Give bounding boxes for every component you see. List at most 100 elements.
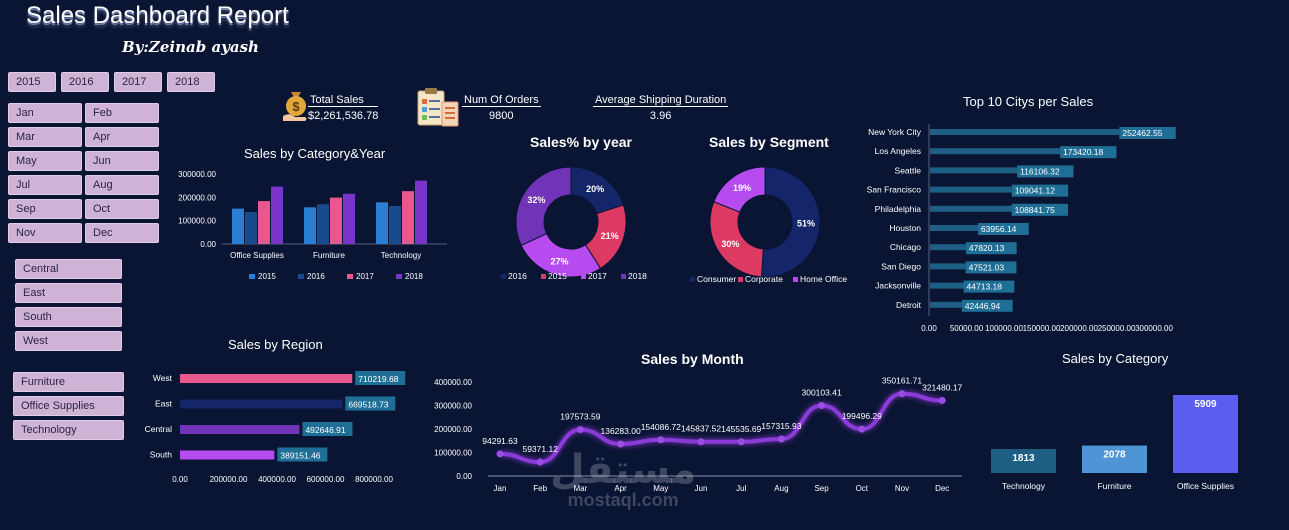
data-label: 21% <box>601 231 619 241</box>
data-label: 116106.32 <box>1020 166 1060 176</box>
x-tick-label: Jan <box>494 484 507 493</box>
month-slicer-nov[interactable]: Nov <box>8 223 82 243</box>
y-tick-label: New York City <box>868 127 922 137</box>
x-tick-label: 200000.00 <box>1060 324 1098 333</box>
y-tick-label: Seattle <box>895 165 922 175</box>
data-label: 27% <box>551 256 569 266</box>
bar-office-supplies-2015 <box>232 208 244 244</box>
data-label: 2078 <box>1103 450 1126 461</box>
y-tick-label: 300000.00 <box>434 402 472 411</box>
watermark-latin: mostaql.com <box>567 490 679 510</box>
month-slicer-jul[interactable]: Jul <box>8 175 82 195</box>
bar-city <box>930 148 1061 155</box>
bar-city <box>930 129 1120 135</box>
bar-technology-2018 <box>415 180 427 244</box>
y-tick-label: 200000.00 <box>434 425 472 434</box>
kpi-num-orders: Num Of Orders 9800 <box>462 94 541 122</box>
bar-city <box>930 167 1018 174</box>
region-slicer-south[interactable]: South <box>15 307 122 327</box>
bar-city <box>930 301 962 308</box>
month-slicer-aug[interactable]: Aug <box>85 175 159 195</box>
data-label: 30% <box>721 239 739 249</box>
legend-label-2016: 2016 <box>307 272 325 281</box>
slice-consumer <box>761 166 821 278</box>
month-slicer-jun[interactable]: Jun <box>85 151 159 171</box>
bar-office-supplies-2016 <box>245 211 257 244</box>
month-slicer-sep[interactable]: Sep <box>8 199 82 219</box>
month-slicer-may[interactable]: May <box>8 151 82 171</box>
year-slicer-2017[interactable]: 2017 <box>114 72 162 92</box>
data-label: 94291.63 <box>482 436 518 446</box>
bar-furniture-2015 <box>304 207 316 244</box>
y-tick-label: Philadelphia <box>875 204 922 214</box>
bar-category-technology <box>991 449 1056 473</box>
bar-city <box>930 205 1012 212</box>
data-label: 32% <box>527 195 545 205</box>
x-tick-label: Mar <box>574 484 588 493</box>
category-slicer-technology[interactable]: Technology <box>13 420 124 440</box>
month-slicer-mar[interactable]: Mar <box>8 127 82 147</box>
legend-label-consumer: Consumer <box>697 274 736 284</box>
data-label: 108841.75 <box>1015 205 1055 215</box>
data-label: 300103.41 <box>802 387 842 397</box>
bar-city <box>930 244 966 251</box>
bar-office-supplies-2017 <box>258 201 270 244</box>
data-point-oct <box>858 425 866 433</box>
data-label-bg <box>1011 184 1069 197</box>
data-point-sep <box>818 401 826 409</box>
y-tick-label: East <box>155 399 173 409</box>
chart-title-top-cities: Top 10 Citys per Sales <box>963 94 1094 109</box>
legend-label-2017: 2017 <box>588 271 607 281</box>
category-slicer-office-supplies[interactable]: Office Supplies <box>13 396 124 416</box>
data-point-apr <box>617 440 625 448</box>
year-slicer-2016[interactable]: 2016 <box>61 72 109 92</box>
bar-technology-2015 <box>376 202 388 244</box>
data-label-bg <box>977 223 1029 235</box>
data-label: 321480.17 <box>922 382 962 392</box>
month-slicer-jan[interactable]: Jan <box>8 103 82 123</box>
bar-region-south <box>180 450 275 460</box>
bar-furniture-2017 <box>330 197 342 244</box>
x-tick-label: Aug <box>774 484 788 493</box>
legend-label-2018: 2018 <box>628 271 647 281</box>
data-label: 197573.59 <box>560 412 600 422</box>
data-label-bg <box>277 447 328 462</box>
region-slicer-west[interactable]: West <box>15 331 122 351</box>
chart-title-sales-month: Sales by Month <box>641 351 744 367</box>
year-slicer-2018[interactable]: 2018 <box>167 72 215 92</box>
bar-region-west <box>180 374 353 383</box>
data-label-bg <box>963 280 1015 293</box>
data-point-dec <box>938 396 946 404</box>
x-tick-label: 250000.00 <box>1098 324 1136 333</box>
slice-2018 <box>515 166 572 247</box>
legend-label-home-office: Home Office <box>800 274 847 284</box>
month-slicer-oct[interactable]: Oct <box>85 199 159 219</box>
chart-sales-region: West 710219.68 East 669518.73 Central 492646.… <box>145 371 406 484</box>
month-slicer-apr[interactable]: Apr <box>85 127 159 147</box>
y-tick-label: Central <box>145 424 173 434</box>
x-tick-label: Furniture <box>313 251 346 260</box>
data-label: 20% <box>586 184 604 194</box>
month-slicer-feb[interactable]: Feb <box>85 103 159 123</box>
slice-home-office <box>713 166 766 213</box>
region-slicer-east[interactable]: East <box>15 283 122 303</box>
chart-sales-pct-year: 20% 21% 27% 32% 2016 2015 2017 2018 <box>501 166 647 281</box>
y-tick-label: San Francisco <box>867 185 922 195</box>
chart-sales-month: 400000.00 300000.00 200000.00 100000.00 0.00… <box>434 376 962 493</box>
data-label: 47521.03 <box>969 262 1005 272</box>
data-label-bg <box>1119 127 1176 139</box>
month-slicer-dec[interactable]: Dec <box>85 223 159 243</box>
y-tick-label: 100000.00 <box>178 217 216 226</box>
data-label: 51% <box>797 218 815 228</box>
year-slicer-2015[interactable]: 2015 <box>8 72 56 92</box>
y-tick-label: West <box>153 373 173 383</box>
bar-region-central <box>180 425 300 434</box>
watermark-arabic: مستقل <box>550 448 697 492</box>
data-label: 710219.68 <box>358 374 398 384</box>
kpi-total-sales-label: Total Sales <box>308 94 379 107</box>
data-label: 350161.71 <box>882 376 922 386</box>
legend-swatch-2016 <box>501 274 506 279</box>
region-slicer-central[interactable]: Central <box>15 259 122 279</box>
svg-text:$: $ <box>292 99 300 114</box>
category-slicer-furniture[interactable]: Furniture <box>13 372 124 392</box>
